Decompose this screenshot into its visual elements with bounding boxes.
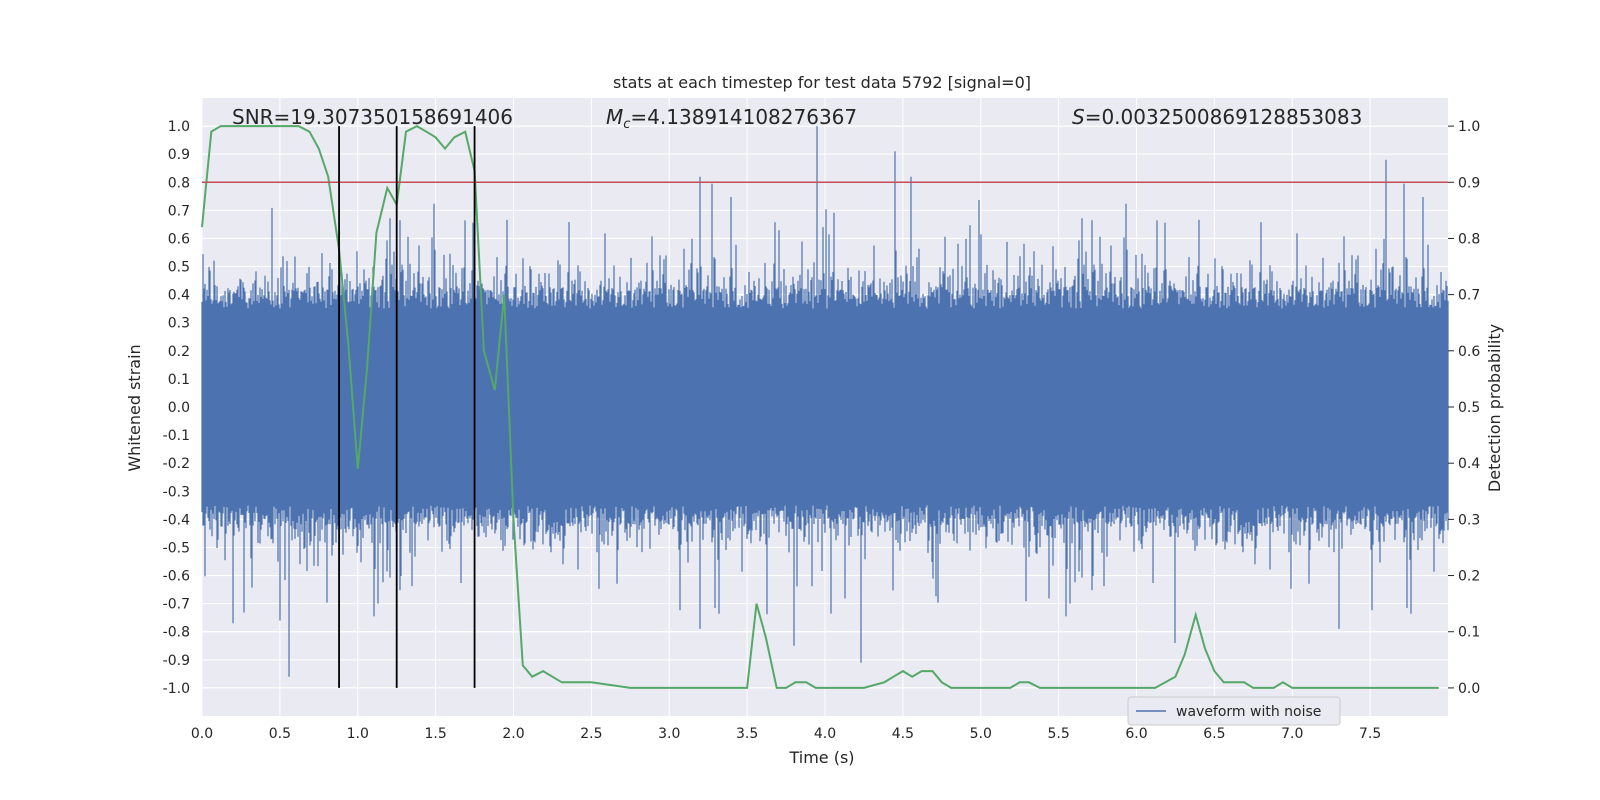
chart-title: stats at each timestep for test data 579… bbox=[613, 73, 1031, 92]
y-tick-label: -0.1 bbox=[163, 428, 190, 444]
y2-tick-label: 0.3 bbox=[1458, 512, 1480, 528]
mc-annotation: Mc=4.138914108276367 bbox=[606, 105, 857, 132]
y-tick-label: 0.7 bbox=[168, 203, 190, 219]
waveform-series bbox=[201, 126, 1449, 677]
y-tick-label: -1.0 bbox=[163, 681, 190, 697]
waveform-noise-path bbox=[201, 126, 1449, 677]
y-tick-label: -0.9 bbox=[163, 653, 190, 669]
mc-value: =4.138914108276367 bbox=[630, 105, 857, 129]
legend-entry-waveform: waveform with noise bbox=[1176, 704, 1321, 720]
y2-tick-label: 0.8 bbox=[1458, 231, 1480, 247]
vertical-marker-lines bbox=[338, 126, 476, 688]
y-tick-label: -0.5 bbox=[163, 540, 190, 556]
y2-tick-label: 0.5 bbox=[1458, 400, 1480, 416]
x-tick-label: 6.5 bbox=[1203, 726, 1225, 742]
y-tick-label: 0.0 bbox=[168, 400, 190, 416]
y2-tick-label: 0.2 bbox=[1458, 569, 1480, 585]
y2-axis-label: Detection probability bbox=[1485, 324, 1504, 492]
y2-tick-label: 0.4 bbox=[1458, 456, 1480, 472]
s-value: =0.0032500869128853083 bbox=[1085, 105, 1363, 129]
y2-tick-label: 0.7 bbox=[1458, 288, 1480, 304]
y-tick-label: 0.3 bbox=[168, 316, 190, 332]
y-tick-label: 1.0 bbox=[168, 119, 190, 135]
y2-tick-label: 0.9 bbox=[1458, 175, 1480, 191]
mc-subscript: c bbox=[623, 117, 630, 132]
mc-symbol: M bbox=[606, 105, 623, 129]
x-tick-label: 2.5 bbox=[580, 726, 602, 742]
y2-tick-label: 1.0 bbox=[1458, 119, 1480, 135]
y-tick-label: 0.4 bbox=[168, 288, 190, 304]
y2-tick-label: 0.1 bbox=[1458, 625, 1480, 641]
y-tick-labels: 1.0 0.9 0.8 0.7 0.6 0.5 0.4 0.3 0.2 0.1 0.0 -0.1 -0.… bbox=[163, 119, 190, 697]
x-tick-label: 7.0 bbox=[1281, 726, 1303, 742]
y-tick-label: -0.4 bbox=[163, 512, 190, 528]
x-tick-label: 2.0 bbox=[502, 726, 524, 742]
y2-tick-label: 0.6 bbox=[1458, 344, 1480, 360]
x-tick-labels: 0.0 0.5 1.0 1.5 2.0 2.5 3.0 3.5 4.0 4.5 5.0 5.5 6.0 6… bbox=[191, 726, 1381, 742]
x-tick-label: 0.0 bbox=[191, 726, 213, 742]
s-annotation: S=0.0032500869128853083 bbox=[1072, 105, 1362, 129]
x-tick-label: 3.0 bbox=[658, 726, 680, 742]
x-tick-label: 4.0 bbox=[814, 726, 836, 742]
y-tick-label: 0.1 bbox=[168, 372, 190, 388]
x-tick-label: 0.5 bbox=[269, 726, 291, 742]
y-tick-label: -0.6 bbox=[163, 569, 190, 585]
s-symbol: S bbox=[1072, 105, 1085, 129]
x-tick-label: 3.5 bbox=[736, 726, 758, 742]
legend: waveform with noise bbox=[1127, 696, 1341, 726]
snr-annotation: SNR=19.307350158691406 bbox=[232, 105, 513, 129]
x-tick-label: 6.0 bbox=[1125, 726, 1147, 742]
x-axis-label: Time (s) bbox=[788, 748, 854, 767]
y-tick-label: -0.8 bbox=[163, 625, 190, 641]
x-tick-label: 5.0 bbox=[970, 726, 992, 742]
y-tick-label: -0.3 bbox=[163, 484, 190, 500]
y2-tick-label: 0.0 bbox=[1458, 681, 1480, 697]
y-tick-label: 0.6 bbox=[168, 231, 190, 247]
y-tick-label: 0.2 bbox=[168, 344, 190, 360]
probability-line bbox=[201, 124, 1439, 689]
y2-tick-labels: 1.0 0.9 0.8 0.7 0.6 0.5 0.4 0.3 0.2 0.1 0.0 bbox=[1448, 119, 1480, 697]
x-tick-label: 4.5 bbox=[892, 726, 914, 742]
x-tick-label: 1.0 bbox=[347, 726, 369, 742]
y-tick-label: -0.2 bbox=[163, 456, 190, 472]
legend-box bbox=[1127, 696, 1341, 726]
x-tick-label: 1.5 bbox=[424, 726, 446, 742]
probability-series bbox=[201, 124, 1439, 689]
x-tick-label: 5.5 bbox=[1047, 726, 1069, 742]
y-tick-label: 0.8 bbox=[168, 175, 190, 191]
y-tick-label: 0.9 bbox=[168, 147, 190, 163]
x-tick-label: 7.5 bbox=[1359, 726, 1381, 742]
y-axis-label: Whitened strain bbox=[125, 344, 144, 471]
y-tick-label: 0.5 bbox=[168, 260, 190, 276]
y-tick-label: -0.7 bbox=[163, 597, 190, 613]
